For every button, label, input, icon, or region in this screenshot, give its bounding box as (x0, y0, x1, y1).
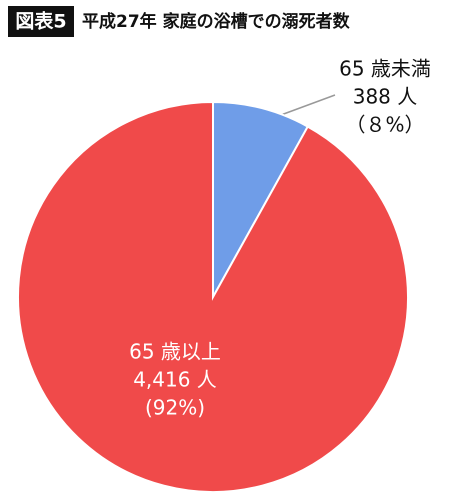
slice-value-label: 388 人 (353, 85, 418, 109)
pie-slice (17, 100, 409, 493)
slice-value-label: 4,416 人 (133, 368, 217, 392)
slice-category-label: 65 歳未満 (339, 57, 431, 81)
pie-slice (212, 100, 310, 301)
slice-percent-label: (92%) (145, 396, 205, 420)
chart-title: 平成27年 家庭の浴槽での溺死者数 (82, 11, 351, 32)
slice-category-label: 65 歳以上 (129, 340, 221, 364)
figure-label: 図表5 (15, 10, 66, 33)
slice-percent-label: （８%） (345, 113, 424, 137)
figure-badge (8, 6, 74, 37)
